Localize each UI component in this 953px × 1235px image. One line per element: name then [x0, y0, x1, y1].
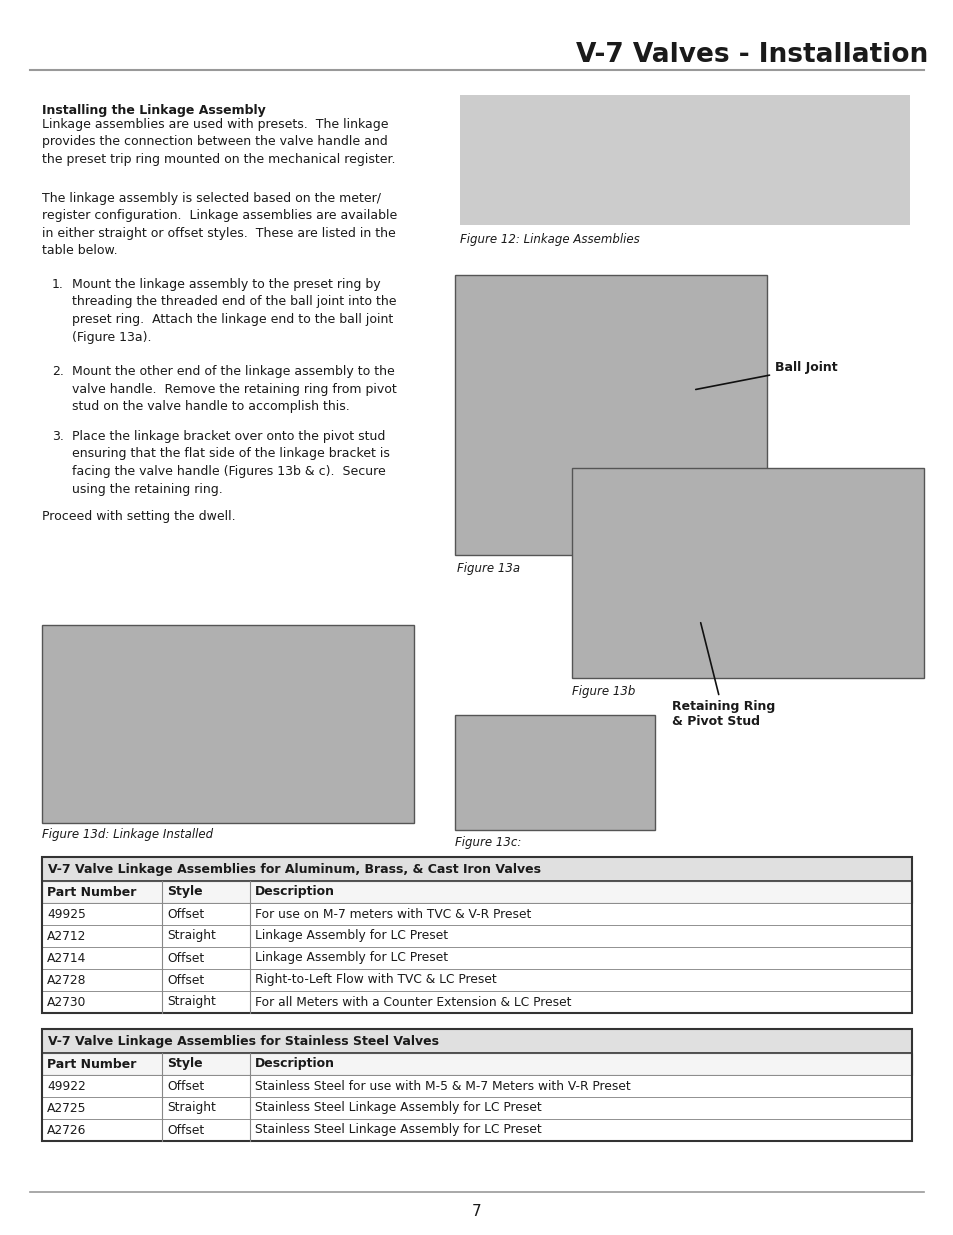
Text: Figure 13d: Linkage Installed: Figure 13d: Linkage Installed: [42, 827, 213, 841]
Text: Mount the linkage assembly to the preset ring by
threading the threaded end of t: Mount the linkage assembly to the preset…: [71, 278, 396, 343]
Text: Style: Style: [167, 885, 202, 899]
Bar: [455, 275, 766, 555]
Text: Proceed with setting the dwell.: Proceed with setting the dwell.: [42, 510, 235, 522]
Text: Offset: Offset: [167, 1124, 204, 1136]
Text: Installing the Linkage Assembly: Installing the Linkage Assembly: [42, 104, 266, 117]
Bar: [572, 468, 923, 678]
Text: For all Meters with a Counter Extension & LC Preset: For all Meters with a Counter Extension …: [254, 995, 571, 1009]
Text: Stainless Steel for use with M-5 & M-7 Meters with V-R Preset: Stainless Steel for use with M-5 & M-7 M…: [254, 1079, 630, 1093]
Bar: [42, 925, 911, 947]
Text: V-7 Valves - Installation: V-7 Valves - Installation: [576, 42, 927, 68]
Text: Description: Description: [254, 1057, 335, 1071]
Text: A2712: A2712: [47, 930, 87, 942]
Text: Linkage Assembly for LC Preset: Linkage Assembly for LC Preset: [254, 930, 448, 942]
Bar: [455, 715, 655, 830]
Text: Figure 12: Linkage Assemblies: Figure 12: Linkage Assemblies: [459, 233, 639, 246]
Bar: [42, 857, 911, 1013]
Text: V-7 Valve Linkage Assemblies for Stainless Steel Valves: V-7 Valve Linkage Assemblies for Stainle…: [48, 1035, 438, 1047]
Text: 7: 7: [472, 1204, 481, 1219]
Bar: [42, 1029, 911, 1053]
Text: 2.: 2.: [52, 366, 64, 378]
Text: Offset: Offset: [167, 973, 204, 987]
Text: Figure 13b: Figure 13b: [572, 685, 635, 698]
Bar: [42, 1029, 911, 1141]
Text: Stainless Steel Linkage Assembly for LC Preset: Stainless Steel Linkage Assembly for LC …: [254, 1102, 541, 1114]
Bar: [459, 95, 909, 225]
Text: Description: Description: [254, 885, 335, 899]
Text: 1.: 1.: [52, 278, 64, 291]
Bar: [42, 947, 911, 969]
Text: Linkage Assembly for LC Preset: Linkage Assembly for LC Preset: [254, 951, 448, 965]
Text: Mount the other end of the linkage assembly to the
valve handle.  Remove the ret: Mount the other end of the linkage assem…: [71, 366, 396, 412]
Bar: [42, 1097, 911, 1119]
Text: Part Number: Part Number: [47, 885, 136, 899]
Text: V-7 Valve Linkage Assemblies for Aluminum, Brass, & Cast Iron Valves: V-7 Valve Linkage Assemblies for Aluminu…: [48, 862, 540, 876]
Text: Straight: Straight: [167, 930, 215, 942]
Text: 49925: 49925: [47, 908, 86, 920]
Text: The linkage assembly is selected based on the meter/
register configuration.  Li: The linkage assembly is selected based o…: [42, 191, 396, 258]
Bar: [42, 1074, 911, 1097]
Text: Style: Style: [167, 1057, 202, 1071]
Text: Linkage assemblies are used with presets.  The linkage
provides the connection b: Linkage assemblies are used with presets…: [42, 119, 395, 165]
Text: A2728: A2728: [47, 973, 87, 987]
Text: A2726: A2726: [47, 1124, 87, 1136]
Text: A2730: A2730: [47, 995, 87, 1009]
Text: Retaining Ring
& Pivot Stud: Retaining Ring & Pivot Stud: [671, 622, 775, 727]
Text: Offset: Offset: [167, 951, 204, 965]
Text: Straight: Straight: [167, 1102, 215, 1114]
Text: A2714: A2714: [47, 951, 87, 965]
Text: A2725: A2725: [47, 1102, 87, 1114]
Text: Ball Joint: Ball Joint: [695, 362, 837, 389]
Bar: [42, 969, 911, 990]
Text: Figure 13a: Figure 13a: [456, 562, 519, 576]
Text: Straight: Straight: [167, 995, 215, 1009]
Bar: [42, 1053, 911, 1074]
Bar: [42, 625, 414, 823]
Text: Right-to-Left Flow with TVC & LC Preset: Right-to-Left Flow with TVC & LC Preset: [254, 973, 497, 987]
Text: Offset: Offset: [167, 908, 204, 920]
Bar: [42, 857, 911, 881]
Text: For use on M-7 meters with TVC & V-R Preset: For use on M-7 meters with TVC & V-R Pre…: [254, 908, 531, 920]
Text: Place the linkage bracket over onto the pivot stud
ensuring that the flat side o: Place the linkage bracket over onto the …: [71, 430, 390, 495]
Bar: [42, 881, 911, 903]
Text: Stainless Steel Linkage Assembly for LC Preset: Stainless Steel Linkage Assembly for LC …: [254, 1124, 541, 1136]
Bar: [42, 903, 911, 925]
Text: Offset: Offset: [167, 1079, 204, 1093]
Text: 49922: 49922: [47, 1079, 86, 1093]
Text: Figure 13c:: Figure 13c:: [455, 836, 521, 848]
Text: 3.: 3.: [52, 430, 64, 443]
Bar: [42, 990, 911, 1013]
Text: Part Number: Part Number: [47, 1057, 136, 1071]
Bar: [42, 1119, 911, 1141]
